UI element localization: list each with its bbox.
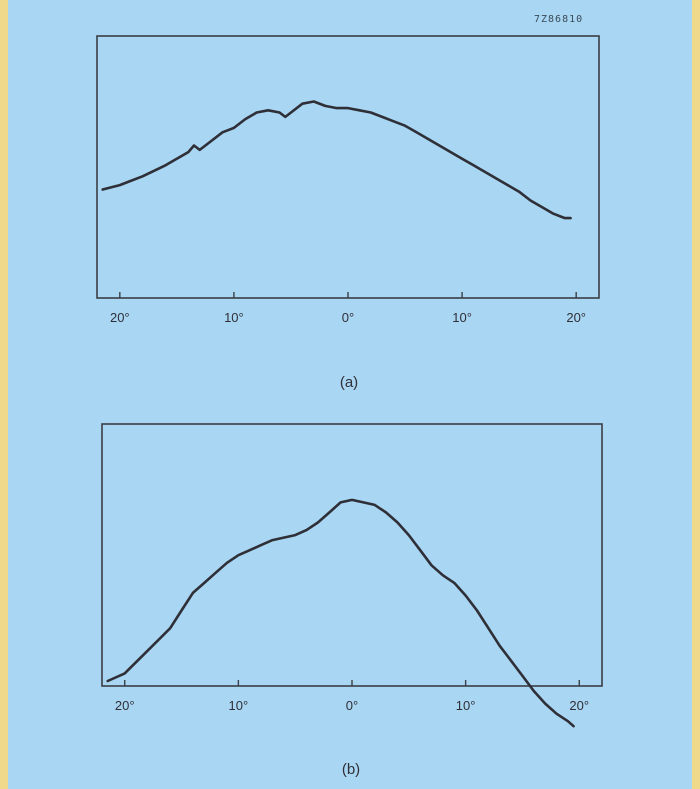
chart-a-ticks	[119, 292, 577, 298]
chart-b-x-tick-label: 20°	[115, 698, 135, 713]
chart-b-x-tick-label: 10°	[456, 698, 476, 713]
chart-b: 20° 10° 0° 10° 20° (b)	[101, 423, 603, 778]
chart-b-series-line	[106, 498, 575, 728]
chart-b-x-tick-label: 0°	[346, 698, 358, 713]
chart-a-x-tick-label: 20°	[566, 310, 586, 325]
chart-a: 20° 10° 0° 10° 20° (a)	[96, 35, 600, 391]
chart-a-x-tick-label: 10°	[452, 310, 472, 325]
chart-a-x-tick-label: 20°	[110, 310, 130, 325]
chart-a-caption: (a)	[340, 374, 358, 391]
chart-b-tick-labels: 20° 10° 0° 10° 20°	[115, 698, 589, 713]
chart-b-caption: (b)	[342, 761, 360, 778]
chart-a-series-line	[101, 100, 572, 220]
figure-panel	[8, 0, 692, 789]
chart-b-x-tick-label: 20°	[569, 698, 589, 713]
chart-a-x-tick-label: 0°	[342, 310, 354, 325]
chart-b-ticks	[124, 680, 580, 686]
chart-b-x-tick-label: 10°	[229, 698, 249, 713]
chart-a-svg: 20° 10° 0° 10° 20° (a)	[96, 35, 600, 391]
chart-a-x-tick-label: 10°	[224, 310, 244, 325]
chart-a-tick-labels: 20° 10° 0° 10° 20°	[110, 310, 586, 325]
figure-reference-code: 7Z86810	[534, 14, 584, 25]
chart-b-frame	[101, 423, 603, 687]
